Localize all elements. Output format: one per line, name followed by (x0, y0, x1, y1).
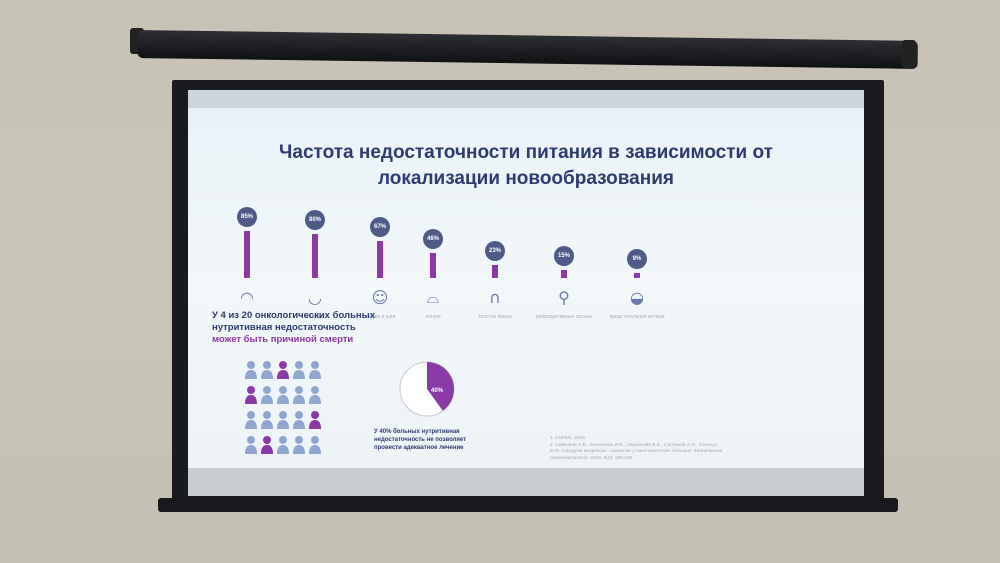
stat-text: У 4 из 20 онкологических больных нутрити… (212, 310, 432, 346)
chart-category-label: легкие (425, 314, 441, 320)
person-icon (260, 360, 274, 380)
stat-line1: У 4 из 20 онкологических больных (212, 310, 376, 321)
stat-line3: может быть причиной смерти (212, 334, 354, 345)
chart-category-label: репродуктивные органы (535, 314, 593, 320)
organ-icon: ⚲ (558, 288, 570, 307)
person-icon (276, 435, 290, 455)
chart-category-label: голова и шея (364, 314, 396, 320)
organ-icon: ◒ (630, 288, 644, 307)
chart-bar (634, 273, 640, 278)
chart-category-label: предстательная железа (609, 314, 665, 320)
pie-chart: 40% (396, 358, 458, 420)
slide-top-strip (188, 90, 864, 108)
screen-roller (137, 30, 918, 69)
organ-icon: ◠ (240, 288, 254, 307)
person-icon (260, 410, 274, 430)
stat-line2: нутритивная недостаточность (212, 322, 356, 333)
chart-category-label: желудок (305, 314, 325, 320)
person-icon-highlighted (260, 435, 274, 455)
person-icon (244, 360, 258, 380)
pie-caption-line2: недостаточность не позволяет (374, 437, 467, 443)
person-icon (276, 385, 290, 405)
pie-caption-line1: У 40% больных нутритивная (374, 429, 460, 435)
pie-slice (427, 362, 454, 411)
chart-bar (244, 231, 250, 278)
person-icon-highlighted (276, 360, 290, 380)
person-icon (308, 385, 322, 405)
screen-bottom-bar (158, 498, 898, 512)
person-icon (276, 410, 290, 430)
person-icon (292, 410, 306, 430)
person-icon (308, 435, 322, 455)
chart-value-label: 67% (370, 217, 390, 238)
person-icon (260, 385, 274, 405)
chart-value-label: 46% (423, 228, 443, 249)
slide-bottom-margin (188, 468, 864, 496)
chart-bar (561, 269, 567, 278)
chart-category-label: толстая кишка (478, 314, 512, 320)
chart-value-label: 9% (627, 249, 647, 270)
chart-value-label: 80% (305, 210, 325, 230)
reference-line: 2. Сивковой А.В., Кононенко И.Б., Ларион… (550, 442, 717, 448)
person-icon (244, 410, 258, 430)
person-icon (292, 385, 306, 405)
person-icon (292, 360, 306, 380)
chart-bar (492, 265, 498, 278)
chart-value-label: 85% (237, 207, 257, 228)
organ-icon: ◡ (308, 288, 322, 307)
presentation-slide: Частота недостаточности питания в зависи… (188, 108, 864, 468)
screen-roller-right-cap (902, 40, 916, 68)
chart-bar (430, 252, 436, 278)
pie-caption-line3: провести адекватное лечение (374, 445, 464, 451)
organ-icon: ☺ (371, 288, 389, 307)
organ-icon: ⌓ (426, 288, 440, 307)
chart-value-label: 23% (485, 241, 505, 262)
slide-title-line2: локализации новообразования (377, 168, 674, 189)
person-icon-highlighted (308, 410, 322, 430)
person-icon (308, 360, 322, 380)
reference-line: 1. ESPEN, 2000 (550, 436, 585, 441)
reference-line: В.Ю. Синдром анорексии - кахексии у онко… (550, 449, 723, 455)
slide-title-line1: Частота недостаточности питания в зависи… (279, 142, 773, 163)
reference-line: онкогематология. 2015; 8(2): 185-195. (550, 455, 634, 461)
person-icon (244, 435, 258, 455)
person-icon-highlighted (244, 385, 258, 405)
chart-value-label: 15% (554, 245, 574, 266)
pie-caption: У 40% больных нутритивная недостаточност… (374, 428, 504, 452)
pie-percent-label: 40% (431, 388, 444, 394)
people-icon-grid (244, 360, 324, 460)
organ-icon: ∩ (489, 288, 501, 307)
chart-bar (312, 234, 318, 278)
person-icon (292, 435, 306, 455)
chart-bar (377, 241, 383, 278)
references: 1. ESPEN, 2000 2. Сивковой А.В., Кононен… (550, 436, 790, 462)
slide-title: Частота недостаточности питания в зависи… (188, 140, 864, 192)
